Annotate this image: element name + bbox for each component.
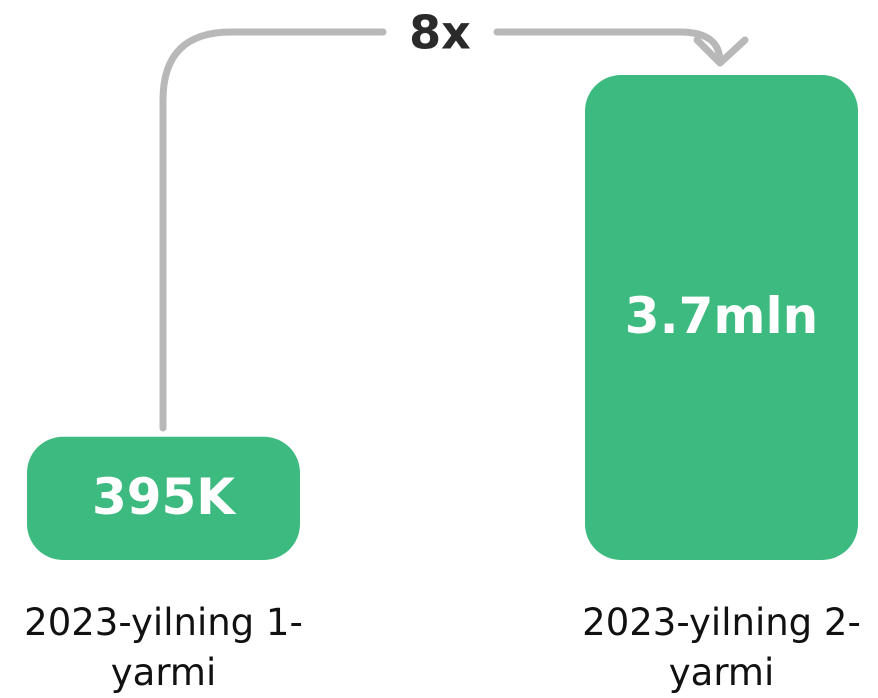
annotation: 8x [409, 6, 471, 60]
category-label: 2023-yilning 1-yarmi [24, 601, 303, 694]
arrow-line [493, 28, 724, 66]
arrow-head [693, 36, 749, 67]
arrow-line [159, 28, 387, 432]
value-label: 3.7mln [625, 287, 818, 345]
value-label: 395K [92, 468, 237, 526]
bar [27, 436, 300, 560]
bar [585, 75, 858, 560]
category-label: 2023-yilning 2-yarmi [582, 601, 861, 694]
